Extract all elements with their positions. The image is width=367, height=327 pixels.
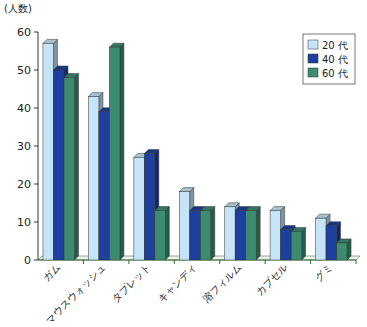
bar — [291, 228, 306, 261]
bar-front — [53, 70, 64, 260]
y-tick-label: 40 — [17, 102, 31, 115]
legend-swatch — [308, 40, 318, 49]
chart: 0 10 20 30 40 50 60 (人数) ガムマウスウォッシュタブレットキャンディ溶フィ… — [0, 0, 367, 327]
bar-front — [144, 154, 155, 260]
bar-front — [190, 211, 201, 260]
bar-front — [179, 192, 190, 260]
bar-front — [225, 207, 236, 260]
bar-top — [43, 39, 58, 43]
bar-front — [291, 232, 302, 261]
bar-top — [109, 43, 124, 47]
bar-front — [281, 230, 292, 260]
bar-side — [211, 207, 215, 260]
bar-top — [316, 214, 331, 218]
legend-box — [303, 34, 355, 84]
y-tick — [34, 146, 38, 147]
x-tick-label: タブレット — [110, 262, 153, 305]
bar-front — [43, 43, 54, 260]
bar-front — [99, 112, 110, 260]
x-tick — [174, 260, 175, 264]
bar-top — [144, 150, 159, 154]
y-tick-label: 10 — [17, 216, 31, 229]
bar — [246, 207, 260, 260]
x-tick — [356, 260, 357, 264]
bar-top — [64, 74, 79, 78]
bar — [337, 239, 352, 260]
bar-top — [291, 228, 306, 232]
y-tick-label: 0 — [24, 254, 31, 267]
legend-swatch — [308, 68, 318, 77]
x-tick-label: ガム — [40, 262, 62, 284]
y-axis-label: (人数) — [4, 3, 32, 14]
bar-front — [235, 211, 246, 260]
x-tick — [310, 260, 311, 264]
bar-top — [326, 222, 341, 226]
bar-side — [302, 228, 306, 261]
y-tick — [34, 184, 38, 185]
bar-front — [134, 157, 145, 260]
x-tick-label: グミ — [313, 262, 335, 284]
bar-side — [120, 43, 124, 260]
y-tick-label: 20 — [17, 178, 31, 191]
x-tick — [128, 260, 129, 264]
y-tick-label: 50 — [17, 64, 31, 77]
bar-top — [337, 239, 352, 243]
legend-label: 40 代 — [322, 54, 348, 65]
bar-front — [155, 211, 166, 260]
y-tick — [34, 260, 38, 261]
bar-front — [326, 226, 337, 260]
legend: 20 代 40 代 60 代 — [303, 34, 355, 84]
bar — [109, 43, 124, 260]
bar-top — [53, 66, 68, 70]
legend-label: 60 代 — [322, 68, 348, 79]
bar-front — [200, 211, 211, 260]
x-tick-label: カプセル — [253, 262, 289, 298]
bar-front — [64, 78, 75, 260]
bar-top — [225, 203, 240, 207]
bar — [200, 207, 215, 260]
x-tick-label: 溶フィルム — [201, 262, 244, 305]
bar — [155, 207, 170, 260]
x-tick — [83, 260, 84, 264]
y-tick — [34, 108, 38, 109]
bar-top — [246, 207, 260, 211]
x-tick-label: マウスウォッシュ — [43, 262, 107, 326]
legend-swatch — [308, 54, 318, 63]
bar-top — [281, 226, 296, 230]
legend-label: 20 代 — [322, 40, 348, 51]
y-tick-label: 60 — [17, 26, 31, 39]
bar-front — [246, 211, 257, 260]
y-tick — [34, 32, 38, 33]
x-tick-label: キャンディ — [155, 262, 198, 305]
bar-top — [200, 207, 215, 211]
bar — [64, 74, 79, 260]
bar-top — [270, 207, 285, 211]
x-tick — [219, 260, 220, 264]
bar-top — [155, 207, 170, 211]
bar-top — [88, 93, 103, 97]
bar-side — [165, 207, 169, 260]
y-tick — [34, 222, 38, 223]
bar-front — [109, 47, 120, 260]
y-tick — [34, 70, 38, 71]
y-tick-label: 30 — [17, 140, 31, 153]
bar-front — [337, 243, 348, 260]
bar-top — [179, 188, 194, 192]
bar-side — [74, 74, 78, 260]
bar-front — [316, 218, 327, 260]
x-tick — [265, 260, 266, 264]
bar-front — [270, 211, 281, 260]
bar-side — [256, 207, 260, 260]
bar-front — [88, 97, 99, 260]
